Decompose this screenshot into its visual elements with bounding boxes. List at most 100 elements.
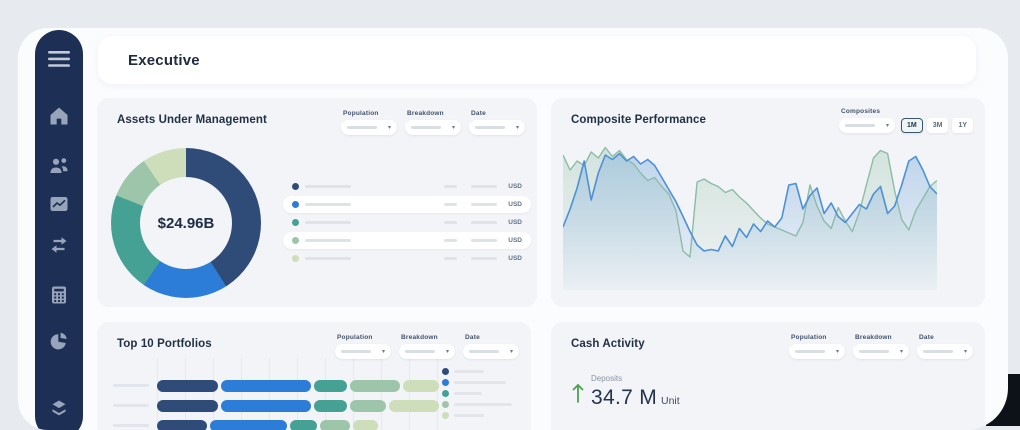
filter-select-date[interactable]: ▾ xyxy=(463,344,519,359)
top10-filters: Population ▾ Breakdown ▾ Date ▾ xyxy=(335,334,519,359)
bar-segment xyxy=(320,420,351,430)
bar-segment xyxy=(353,420,379,430)
placeholder-dash xyxy=(859,350,889,353)
gridline xyxy=(437,358,438,430)
gridline xyxy=(353,358,354,430)
gridline xyxy=(269,358,270,430)
label-placeholder xyxy=(454,414,484,417)
placeholder-dash xyxy=(795,350,825,353)
filter-population: Population ▾ xyxy=(789,334,845,359)
aum-total-value: $24.96B xyxy=(157,214,215,232)
label-placeholder xyxy=(305,203,351,206)
value-placeholder xyxy=(471,257,498,260)
filter-label: Composites xyxy=(840,108,881,115)
gridline xyxy=(297,358,298,430)
bar-segment xyxy=(157,400,218,412)
placeholder-dash xyxy=(341,350,371,353)
value-placeholder xyxy=(444,221,458,224)
bar-segment xyxy=(389,400,439,412)
filter-select-breakdown[interactable]: ▾ xyxy=(853,344,909,359)
aum-legend-row[interactable]: USD xyxy=(283,214,531,231)
chevron-down-icon: ▾ xyxy=(963,348,967,355)
aum-legend-row[interactable]: USD xyxy=(283,196,531,213)
label-placeholder xyxy=(454,392,482,395)
gridline xyxy=(325,358,326,430)
gridline xyxy=(157,358,158,430)
range-button-1m[interactable]: 1M xyxy=(900,118,923,133)
filter-select-breakdown[interactable]: ▾ xyxy=(405,120,461,135)
value-placeholder xyxy=(471,203,498,206)
portfolio-bar-row[interactable] xyxy=(97,420,531,430)
label-placeholder xyxy=(305,257,351,260)
filter-select-composites[interactable]: ▾ xyxy=(838,118,895,133)
legend-dot xyxy=(442,412,449,419)
filter-select-population[interactable]: ▾ xyxy=(341,120,397,135)
bar-segment xyxy=(350,380,400,392)
bar-segment xyxy=(220,380,312,392)
bar-segment xyxy=(402,380,439,392)
filter-select-breakdown[interactable]: ▾ xyxy=(399,344,455,359)
chevron-down-icon: ▾ xyxy=(451,124,455,131)
calculator-icon[interactable] xyxy=(45,282,73,308)
placeholder-dash xyxy=(475,126,505,129)
range-button-1y[interactable]: 1Y xyxy=(952,118,973,133)
filter-select-population[interactable]: ▾ xyxy=(789,344,845,359)
label-placeholder xyxy=(454,403,512,406)
filter-label: Date xyxy=(919,334,934,341)
arrow-up-icon xyxy=(571,382,585,409)
layers-icon[interactable] xyxy=(45,395,73,421)
aum-filters: Population ▾ Breakdown ▾ Date ▾ xyxy=(341,110,525,135)
top10-legend-item xyxy=(442,379,512,386)
filter-population: Population ▾ xyxy=(341,110,397,135)
currency-label: USD xyxy=(508,255,522,262)
bar-segment xyxy=(314,380,348,392)
chevron-down-icon: ▾ xyxy=(835,348,839,355)
legend-dot xyxy=(292,183,299,190)
filter-select-date[interactable]: ▾ xyxy=(917,344,973,359)
bar-segment xyxy=(220,400,312,412)
aum-legend-row[interactable]: USD xyxy=(283,250,531,267)
value-placeholder xyxy=(471,239,498,242)
cash-card-title: Cash Activity xyxy=(571,338,645,350)
aum-legend-row[interactable]: USD xyxy=(283,178,531,195)
composite-controls: Composites ▾ 1M 3M 1Y xyxy=(838,108,973,133)
filter-label: Date xyxy=(471,110,486,117)
users-icon[interactable] xyxy=(45,152,73,178)
gridline xyxy=(409,358,410,430)
aum-legend: USD USD USD USD USD xyxy=(283,178,531,267)
currency-label: USD xyxy=(508,237,522,244)
row-label-placeholder xyxy=(113,404,149,407)
row-label-placeholder xyxy=(113,384,149,387)
chevron-down-icon: ▾ xyxy=(445,348,449,355)
sidebar xyxy=(35,30,83,430)
filter-label: Breakdown xyxy=(401,334,438,341)
top10-card-title: Top 10 Portfolios xyxy=(117,338,212,350)
aum-legend-row[interactable]: USD xyxy=(283,232,531,249)
menu-icon[interactable] xyxy=(45,46,73,72)
aum-card-title: Assets Under Management xyxy=(117,114,267,126)
chevron-down-icon: ▾ xyxy=(885,122,889,129)
legend-dot xyxy=(442,401,449,408)
allocation-pie-icon[interactable] xyxy=(45,328,73,354)
composite-area-chart xyxy=(563,146,937,290)
chevron-down-icon: ▾ xyxy=(381,348,385,355)
chevron-down-icon: ▾ xyxy=(509,348,513,355)
value-placeholder xyxy=(471,221,498,224)
page-header: Executive xyxy=(98,36,976,84)
filter-select-population[interactable]: ▾ xyxy=(335,344,391,359)
currency-label: USD xyxy=(508,201,522,208)
placeholder-dash xyxy=(844,124,875,127)
filter-select-date[interactable]: ▾ xyxy=(469,120,525,135)
portfolio-bar-row[interactable] xyxy=(97,380,531,392)
deposits-value: 34.7 M xyxy=(591,386,657,409)
portfolio-bar-row[interactable] xyxy=(97,400,531,412)
performance-chart-icon[interactable] xyxy=(45,191,73,217)
range-button-3m[interactable]: 3M xyxy=(926,118,949,133)
transactions-icon[interactable] xyxy=(45,232,73,258)
top10-legend-item xyxy=(442,401,512,408)
deposits-metric: Deposits 34.7 M Unit xyxy=(591,374,680,410)
home-icon[interactable] xyxy=(45,103,73,129)
page-title: Executive xyxy=(128,51,200,69)
top10-stacked-bar-chart xyxy=(97,322,531,430)
top10-legend-item xyxy=(442,412,512,419)
